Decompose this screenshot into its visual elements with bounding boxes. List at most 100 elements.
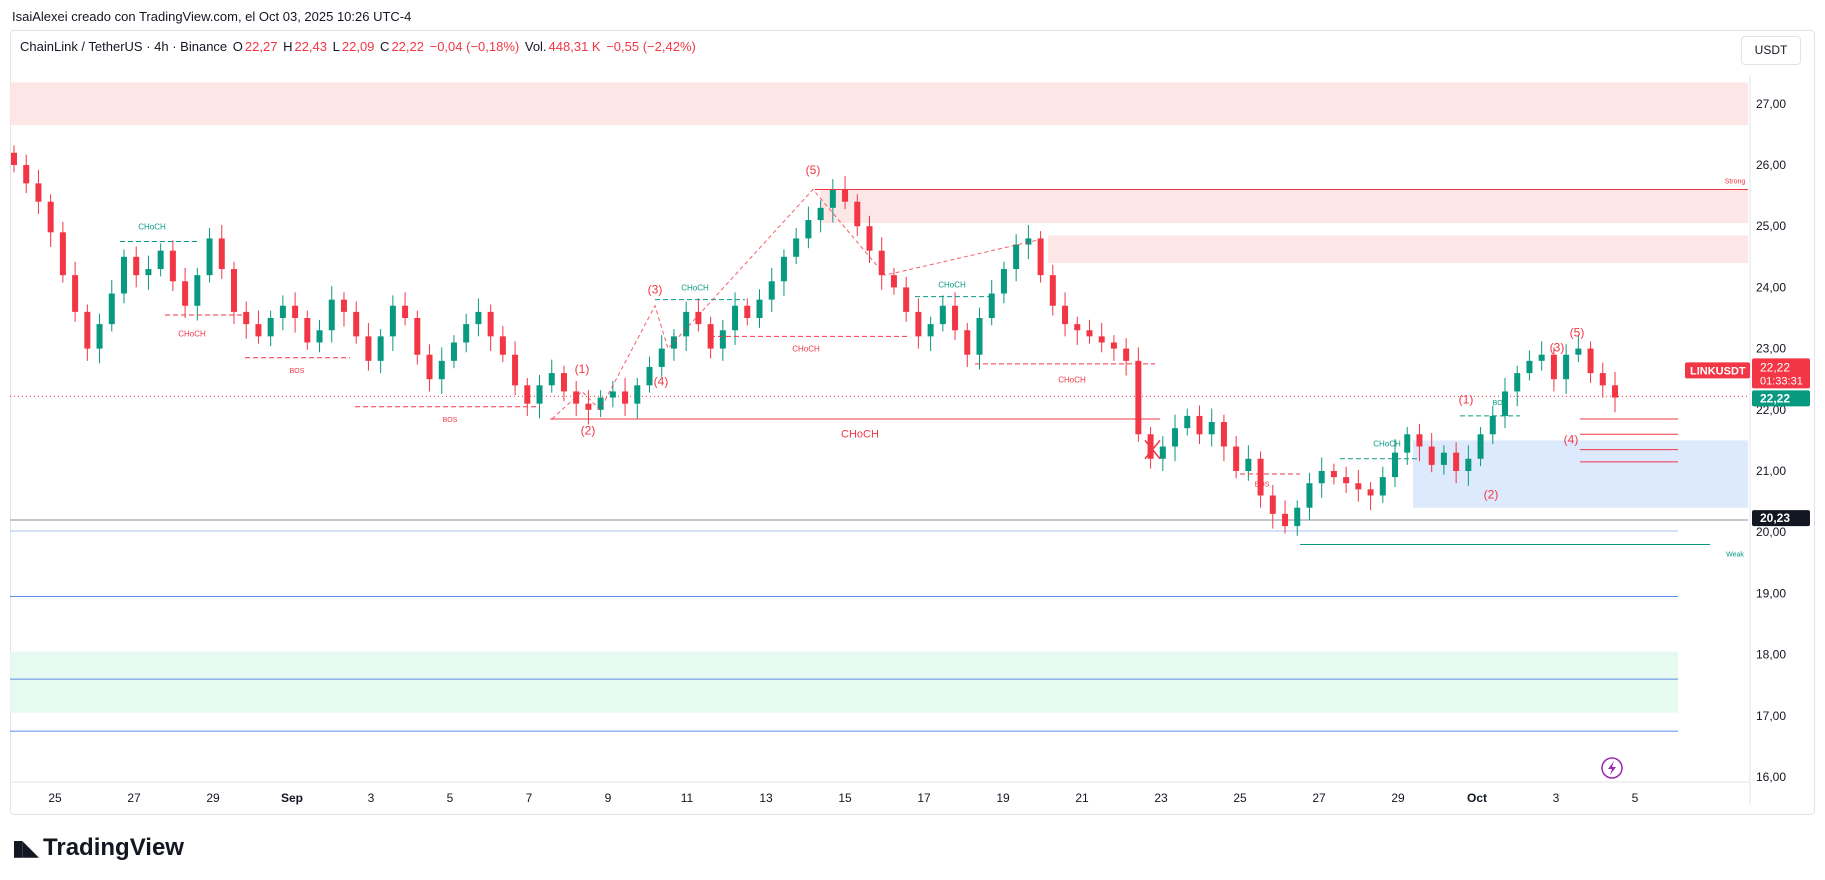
candle-body bbox=[878, 250, 885, 276]
candle-body bbox=[1404, 434, 1411, 453]
time-tick-label: 15 bbox=[838, 791, 852, 805]
wave-label: (2) bbox=[581, 423, 596, 437]
candle-body bbox=[1526, 360, 1533, 374]
candle-body bbox=[1343, 477, 1350, 484]
candle-body bbox=[426, 354, 433, 380]
price-tick-label: 25,00 bbox=[1756, 219, 1786, 233]
candle-body bbox=[854, 201, 861, 227]
candle-body bbox=[890, 275, 897, 288]
choch-label: CHoCH bbox=[938, 280, 966, 289]
zone-supply bbox=[1048, 235, 1748, 263]
candle-body bbox=[1587, 348, 1594, 374]
open-value: 22,27 bbox=[244, 39, 278, 54]
candle-body bbox=[1575, 348, 1582, 355]
candle-body bbox=[96, 324, 103, 349]
candle-body bbox=[732, 305, 739, 331]
candle-body bbox=[1098, 336, 1105, 343]
time-tick-label: 3 bbox=[368, 791, 375, 805]
candle-body bbox=[157, 250, 164, 270]
candle-body bbox=[402, 305, 409, 318]
zone-demand bbox=[10, 651, 1678, 713]
candle-body bbox=[365, 336, 372, 361]
symbol-legend: ChainLink / TetherUS · 4h · Binance O 22,… bbox=[20, 39, 698, 54]
candle-body bbox=[793, 238, 800, 257]
tradingview-logo-icon: ▮◣ bbox=[12, 835, 39, 860]
time-tick-label: Oct bbox=[1467, 791, 1487, 805]
candle-body bbox=[255, 324, 262, 337]
wave-label: (5) bbox=[806, 163, 821, 177]
candle-body bbox=[475, 311, 482, 325]
candle-body bbox=[829, 189, 836, 208]
time-tick-label: 5 bbox=[1632, 791, 1639, 805]
level-price-tag bbox=[1752, 510, 1810, 527]
currency-button[interactable]: USDT bbox=[1741, 36, 1801, 65]
close-value: 22,22 bbox=[391, 39, 424, 54]
candle-body bbox=[646, 366, 653, 386]
candle-body bbox=[744, 305, 751, 318]
candle-body bbox=[1538, 354, 1545, 361]
price-tick-label: 16,00 bbox=[1756, 770, 1786, 784]
bos-label: BOS bbox=[1255, 481, 1270, 488]
candle-body bbox=[927, 324, 934, 337]
candle-body bbox=[866, 226, 873, 251]
candle-body bbox=[1172, 428, 1179, 447]
time-tick-label: 3 bbox=[1553, 791, 1560, 805]
wave-label: (4) bbox=[1564, 432, 1579, 446]
wave-label: (3) bbox=[1550, 341, 1565, 355]
candle-body bbox=[1563, 354, 1570, 380]
candle-body bbox=[1233, 446, 1240, 471]
choch-label: CHoCH bbox=[178, 329, 206, 338]
candle-body bbox=[512, 354, 519, 386]
zone-supply bbox=[820, 189, 1748, 224]
candle-body bbox=[1208, 422, 1215, 435]
candle-body bbox=[1037, 238, 1044, 276]
candle-body bbox=[292, 305, 299, 318]
candle-body bbox=[573, 391, 580, 404]
time-tick-label: Sep bbox=[281, 791, 303, 805]
candle-body bbox=[915, 311, 922, 337]
candle-body bbox=[1110, 342, 1117, 349]
candle-body bbox=[1477, 434, 1484, 459]
bos-label: BOS bbox=[290, 368, 305, 375]
choch-label: CHoCH bbox=[681, 283, 709, 292]
replay-icon[interactable] bbox=[1601, 757, 1623, 779]
candle-body bbox=[964, 330, 971, 355]
time-tick-label: 27 bbox=[1312, 791, 1326, 805]
candle-body bbox=[1514, 373, 1521, 392]
candle-body bbox=[1086, 330, 1093, 337]
candle-body bbox=[1269, 495, 1276, 514]
tradingview-wordmark: TradingView bbox=[43, 834, 184, 861]
candle-body bbox=[1220, 422, 1227, 447]
candle-body bbox=[634, 385, 641, 404]
choch-major-label: CHoCH bbox=[841, 428, 879, 440]
candle-body bbox=[230, 269, 237, 312]
candle-body bbox=[805, 220, 812, 239]
chart-credit: IsaiAlexei creado con TradingView.com, e… bbox=[12, 9, 412, 24]
candle-body bbox=[670, 336, 677, 349]
high-label: H bbox=[283, 39, 293, 54]
time-tick-label: 5 bbox=[447, 791, 454, 805]
candle-body bbox=[1416, 434, 1423, 447]
wave-label: (1) bbox=[575, 362, 590, 376]
candle-body bbox=[1367, 489, 1374, 496]
candle-body bbox=[683, 311, 690, 337]
wave-label: (4) bbox=[654, 374, 669, 388]
candle-body bbox=[11, 152, 17, 165]
candle-body bbox=[218, 238, 225, 270]
candle-body bbox=[1550, 354, 1557, 380]
weak-label: Weak bbox=[1726, 552, 1744, 559]
symbol-title[interactable]: ChainLink / TetherUS · 4h · Binance bbox=[20, 39, 228, 54]
candle-body bbox=[35, 183, 42, 202]
time-tick-label: 25 bbox=[48, 791, 62, 805]
candle-body bbox=[1013, 244, 1020, 270]
levels-layer bbox=[10, 395, 1748, 732]
candle-body bbox=[768, 281, 775, 300]
marker-price-label: 22,22 bbox=[1760, 391, 1790, 405]
candle-body bbox=[1196, 415, 1203, 435]
time-axis: 25 27 29 Sep 3 5 7 9 11 13 15 17 19 21 23 25 27 29 Oct 3 5 bbox=[48, 791, 1638, 805]
wave-label: (2) bbox=[1484, 488, 1499, 502]
wave-label: (3) bbox=[648, 283, 663, 297]
candle-body bbox=[267, 318, 274, 337]
symbol-tag-label: LINKUSDT bbox=[1690, 365, 1746, 377]
